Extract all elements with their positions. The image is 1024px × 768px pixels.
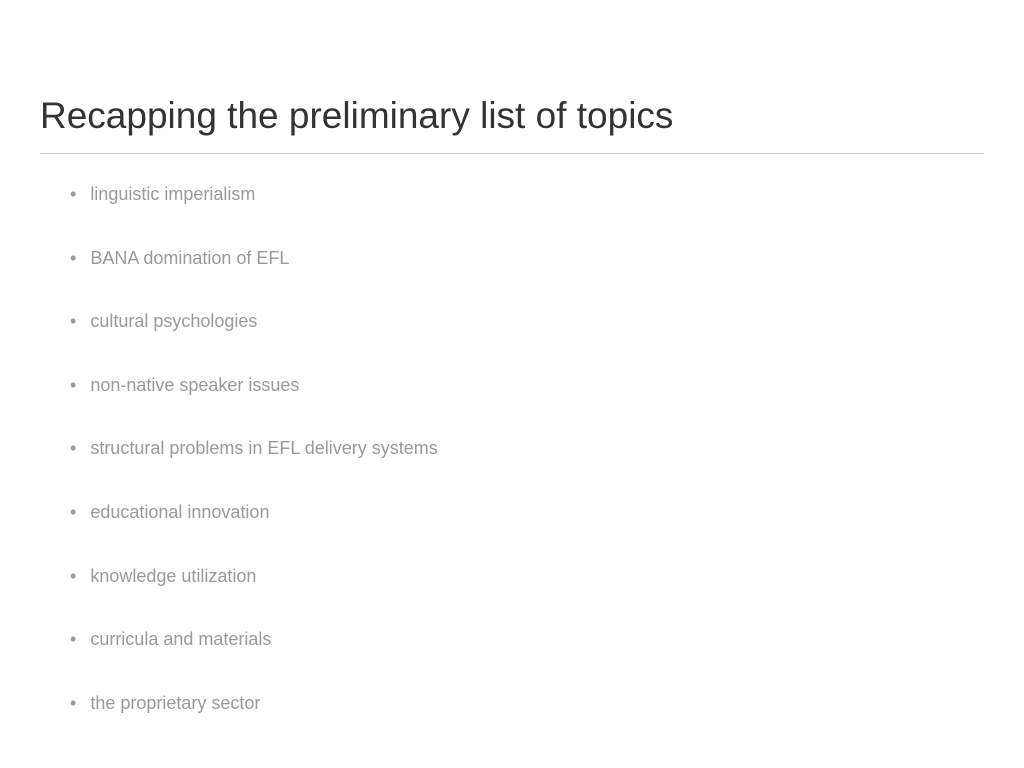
bullet-text: structural problems in EFL delivery syst… (90, 438, 437, 460)
title-divider (40, 153, 984, 154)
list-item: • BANA domination of EFL (70, 248, 984, 270)
list-item: • educational innovation (70, 502, 984, 524)
bullet-icon: • (70, 375, 76, 397)
bullet-text: curricula and materials (90, 629, 271, 651)
list-item: • knowledge utilization (70, 566, 984, 588)
list-item: • structural problems in EFL delivery sy… (70, 438, 984, 460)
list-item: • curricula and materials (70, 629, 984, 651)
bullet-text: BANA domination of EFL (90, 248, 289, 270)
slide-container: Recapping the preliminary list of topics… (0, 0, 1024, 768)
list-item: • non-native speaker issues (70, 375, 984, 397)
bullet-icon: • (70, 502, 76, 524)
bullet-text: cultural psychologies (90, 311, 257, 333)
bullet-icon: • (70, 566, 76, 588)
bullet-icon: • (70, 311, 76, 333)
bullet-list: • linguistic imperialism • BANA dominati… (40, 184, 984, 714)
list-item: • cultural psychologies (70, 311, 984, 333)
bullet-icon: • (70, 248, 76, 270)
bullet-icon: • (70, 184, 76, 206)
bullet-text: non-native speaker issues (90, 375, 299, 397)
bullet-icon: • (70, 438, 76, 460)
bullet-text: knowledge utilization (90, 566, 256, 588)
bullet-text: the proprietary sector (90, 693, 260, 715)
list-item: • linguistic imperialism (70, 184, 984, 206)
bullet-text: educational innovation (90, 502, 269, 524)
bullet-icon: • (70, 629, 76, 651)
bullet-text: linguistic imperialism (90, 184, 255, 206)
slide-title: Recapping the preliminary list of topics (40, 95, 984, 137)
list-item: • the proprietary sector (70, 693, 984, 715)
bullet-icon: • (70, 693, 76, 715)
